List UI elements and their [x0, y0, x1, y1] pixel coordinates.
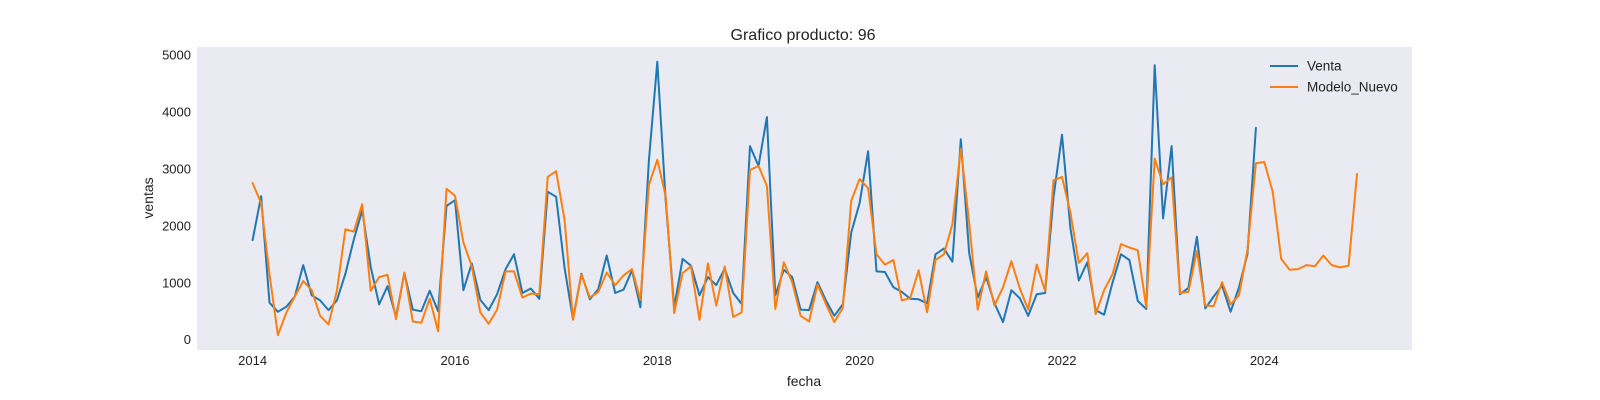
x-axis: 2014 2016 2018 2020 2022 2024: [238, 353, 1279, 368]
legend-label: Venta: [1307, 59, 1342, 74]
chart-title: Grafico producto: 96: [731, 27, 876, 44]
series-line-modelo-nuevo: [251, 147, 1358, 337]
x-tick-label: 2020: [845, 353, 874, 368]
x-tick-label: 2016: [441, 353, 470, 368]
y-tick-label: 1000: [162, 275, 191, 290]
y-tick-label: 2000: [162, 218, 191, 233]
series-layer: [251, 60, 1358, 337]
y-tick-label: 0: [184, 332, 191, 347]
x-tick-label: 2022: [1048, 353, 1077, 368]
legend: Venta Modelo_Nuevo: [1270, 59, 1398, 95]
y-tick-label: 5000: [162, 48, 191, 63]
x-tick-label: 2018: [643, 353, 672, 368]
x-tick-label: 2014: [238, 353, 267, 368]
x-axis-label: fecha: [787, 373, 821, 389]
x-tick-label: 2024: [1250, 353, 1279, 368]
y-tick-label: 4000: [162, 104, 191, 119]
y-tick-label: 3000: [162, 161, 191, 176]
y-axis: 0 1000 2000 3000 4000 5000: [162, 48, 191, 348]
legend-label: Modelo_Nuevo: [1307, 80, 1398, 95]
y-axis-label: ventas: [140, 177, 156, 218]
